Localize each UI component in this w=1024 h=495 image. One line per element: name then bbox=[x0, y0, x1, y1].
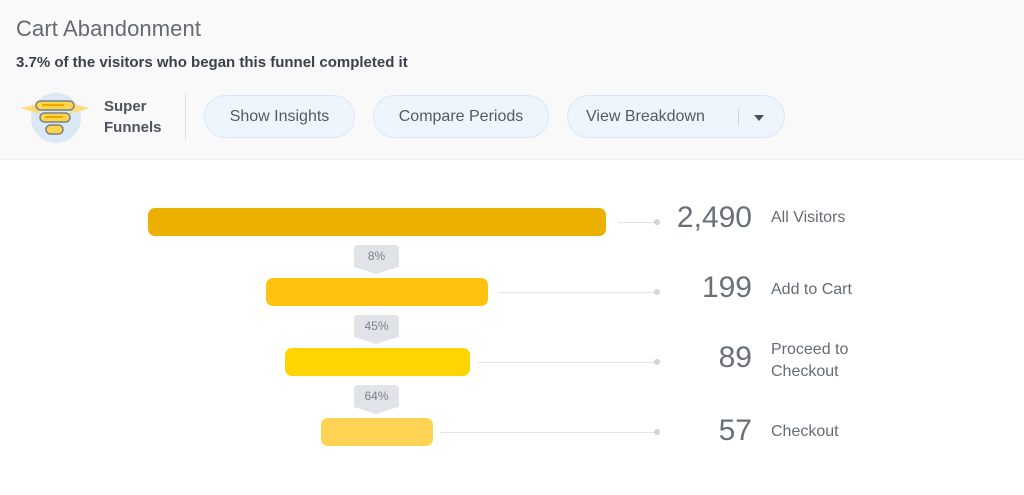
conversion-summary: 3.7% of the visitors who began this funn… bbox=[16, 54, 408, 71]
page-title: Cart Abandonment bbox=[16, 16, 202, 41]
brand-name-line1: Super bbox=[104, 98, 147, 115]
step-value: 199 bbox=[701, 271, 752, 304]
connector-dot bbox=[654, 359, 660, 365]
connector-dot bbox=[654, 429, 660, 435]
connector-line bbox=[498, 292, 656, 293]
funnel-bar-add-to-cart[interactable] bbox=[266, 278, 488, 306]
connector-dot bbox=[654, 219, 660, 225]
view-breakdown-label: View Breakdown bbox=[586, 107, 705, 125]
step-label-line2: Checkout bbox=[771, 363, 839, 380]
brand-name-line2: Funnels bbox=[104, 119, 162, 136]
conversion-rate-badge: 45% bbox=[354, 315, 399, 344]
funnel-bar-all-visitors[interactable] bbox=[148, 208, 606, 236]
compare-periods-button[interactable]: Compare Periods bbox=[373, 95, 549, 138]
step-value: 57 bbox=[718, 414, 752, 447]
connector-dot bbox=[654, 289, 660, 295]
header-divider bbox=[185, 93, 186, 141]
step-label: Proceed to Checkout bbox=[771, 339, 848, 383]
funnel-bar-proceed-to-checkout[interactable] bbox=[285, 348, 470, 376]
funnel-chart: 2,490 All Visitors 8% 199 Add to Cart 45… bbox=[0, 160, 1024, 495]
view-breakdown-button[interactable]: View Breakdown bbox=[567, 95, 785, 138]
conversion-rate-badge: 8% bbox=[354, 245, 399, 274]
step-value: 2,490 bbox=[676, 201, 752, 234]
step-value: 89 bbox=[718, 341, 752, 374]
brand-name: Super Funnels bbox=[104, 96, 162, 138]
super-funnels-logo-icon bbox=[18, 90, 92, 144]
connector-line bbox=[441, 432, 656, 433]
caret-down-icon[interactable] bbox=[754, 115, 764, 121]
show-insights-button[interactable]: Show Insights bbox=[204, 95, 355, 138]
step-label: Add to Cart bbox=[771, 281, 852, 298]
step-label: Checkout bbox=[771, 423, 839, 440]
connector-line bbox=[618, 222, 656, 223]
step-label-line1: Proceed to bbox=[771, 341, 849, 358]
super-funnels-brand: Super Funnels bbox=[18, 90, 162, 144]
step-label: All Visitors bbox=[771, 209, 846, 226]
conversion-rate-badge: 64% bbox=[354, 385, 399, 414]
report-header: Cart Abandonment 3.7% of the visitors wh… bbox=[0, 0, 1024, 160]
funnel-bar-checkout[interactable] bbox=[321, 418, 433, 446]
split-divider bbox=[738, 109, 739, 126]
connector-line bbox=[478, 362, 656, 363]
